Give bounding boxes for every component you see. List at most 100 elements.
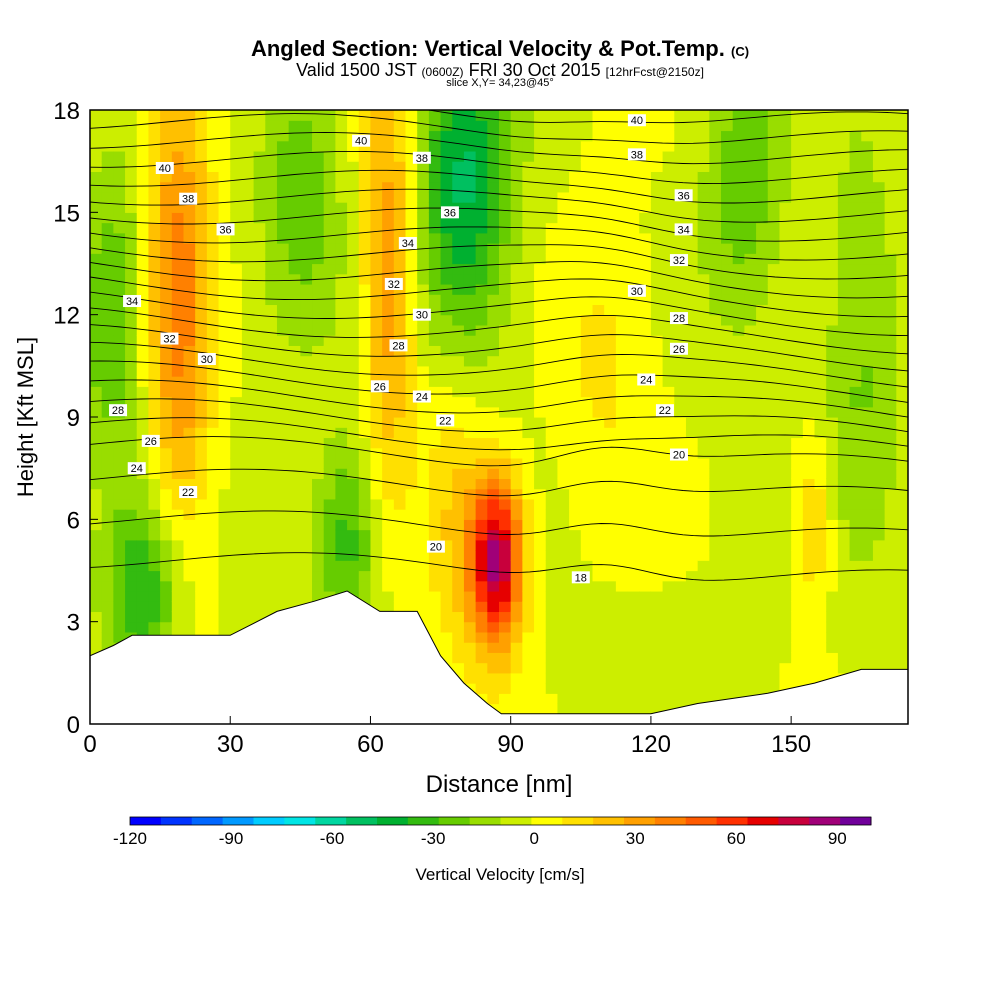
velocity-cell <box>615 191 629 203</box>
velocity-cell <box>510 202 523 213</box>
velocity-cell <box>393 222 407 234</box>
isentrope-label-text: 36 <box>678 190 690 202</box>
velocity-cell <box>148 294 161 306</box>
velocity-cell <box>896 386 908 398</box>
velocity-cell <box>136 273 150 285</box>
velocity-cell <box>639 253 652 265</box>
velocity-cell <box>767 590 781 602</box>
velocity-cell <box>650 417 664 428</box>
velocity-cell <box>323 550 336 561</box>
velocity-cell <box>849 294 862 306</box>
velocity-cell <box>837 202 851 213</box>
velocity-cell <box>405 560 418 572</box>
velocity-cell <box>323 570 336 582</box>
velocity-cell <box>90 304 103 316</box>
velocity-cell <box>312 314 325 326</box>
velocity-cell <box>312 191 325 203</box>
velocity-cell <box>814 345 827 357</box>
velocity-cell <box>300 273 313 285</box>
velocity-cell <box>101 324 114 336</box>
velocity-cell <box>475 662 488 674</box>
velocity-cell <box>744 417 757 428</box>
velocity-cell <box>779 590 792 602</box>
velocity-cell <box>253 560 266 572</box>
velocity-cell <box>592 509 605 520</box>
velocity-cell <box>101 539 114 551</box>
velocity-cell <box>662 427 675 439</box>
velocity-cell <box>721 283 734 295</box>
velocity-cell <box>101 406 114 418</box>
velocity-cell <box>90 478 103 490</box>
velocity-cell <box>767 468 781 479</box>
velocity-cell <box>218 437 231 449</box>
velocity-cell <box>802 120 816 132</box>
velocity-cell <box>160 529 173 541</box>
velocity-cell <box>499 468 512 479</box>
velocity-cell <box>884 365 897 377</box>
velocity-cell <box>323 253 336 265</box>
velocity-cell <box>171 161 185 172</box>
velocity-cell <box>440 335 453 346</box>
velocity-cell <box>779 243 792 254</box>
velocity-cell <box>767 304 781 316</box>
velocity-cell <box>767 120 781 132</box>
velocity-cell <box>499 120 512 132</box>
velocity-cell <box>405 222 418 234</box>
velocity-cell <box>265 314 278 326</box>
velocity-cell <box>615 683 629 694</box>
velocity-cell <box>569 355 582 367</box>
velocity-cell <box>802 437 816 449</box>
velocity-cell <box>440 386 453 398</box>
velocity-cell <box>276 580 290 592</box>
velocity-cell <box>627 590 640 602</box>
velocity-cell <box>662 642 675 653</box>
velocity-cell <box>849 324 862 336</box>
velocity-cell <box>557 191 570 203</box>
velocity-cell <box>861 611 874 623</box>
velocity-cell <box>779 212 792 224</box>
velocity-cell <box>662 253 675 265</box>
velocity-cell <box>300 222 313 234</box>
velocity-cell <box>557 396 570 408</box>
velocity-cell <box>826 437 839 449</box>
velocity-cell <box>732 488 745 500</box>
velocity-cell <box>814 672 827 684</box>
velocity-cell <box>463 519 477 531</box>
velocity-cell <box>534 539 547 551</box>
velocity-cell <box>160 560 173 572</box>
velocity-cell <box>569 161 582 172</box>
velocity-cell <box>534 161 547 172</box>
velocity-cell <box>452 457 465 469</box>
velocity-cell <box>896 130 908 142</box>
velocity-cell <box>580 345 594 357</box>
velocity-cell <box>148 488 161 500</box>
isentrope-label-text: 34 <box>402 238 414 250</box>
velocity-cell <box>218 498 231 510</box>
velocity-cell <box>183 529 196 541</box>
velocity-cell <box>335 273 348 285</box>
velocity-cell <box>662 140 675 152</box>
velocity-cell <box>218 243 231 254</box>
velocity-cell <box>463 222 477 234</box>
velocity-cell <box>639 590 652 602</box>
velocity-cell <box>674 539 687 551</box>
velocity-cell <box>580 642 594 653</box>
velocity-cell <box>732 642 745 653</box>
velocity-cell <box>288 304 301 316</box>
velocity-cell <box>218 294 231 306</box>
velocity-cell <box>300 120 313 132</box>
velocity-cell <box>230 478 243 490</box>
velocity-cell <box>499 222 512 234</box>
velocity-cell <box>592 171 605 183</box>
velocity-cell <box>837 171 851 183</box>
velocity-cell <box>417 590 430 602</box>
velocity-cell <box>849 191 862 203</box>
velocity-cell <box>452 570 465 582</box>
velocity-cell <box>171 550 185 561</box>
velocity-cell <box>604 253 617 265</box>
isentrope-label-bg <box>155 161 174 174</box>
velocity-cell <box>814 406 827 418</box>
velocity-cell <box>475 181 488 193</box>
velocity-cell <box>802 417 816 428</box>
velocity-cell <box>872 355 886 367</box>
